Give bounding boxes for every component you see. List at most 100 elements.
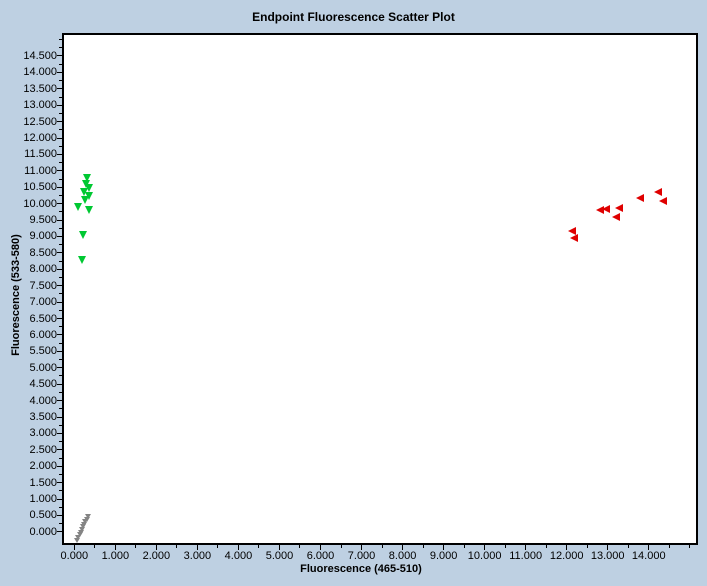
y-major-tick	[57, 104, 62, 106]
x-minor-tick	[217, 545, 219, 548]
x-tick-label: 9.000	[429, 550, 458, 562]
data-point-green-group[interactable]	[79, 230, 88, 239]
x-tick-label: 8.000	[388, 550, 417, 562]
data-point-gray-group[interactable]	[84, 513, 91, 519]
y-tick-label: 13.500	[23, 82, 57, 95]
x-major-tick	[73, 545, 75, 550]
x-major-tick	[155, 545, 157, 550]
data-point-red-group[interactable]	[567, 227, 576, 236]
y-major-tick	[57, 449, 62, 451]
y-major-tick	[57, 203, 62, 205]
y-tick-label: 2.000	[29, 460, 57, 473]
y-major-tick	[57, 383, 62, 385]
x-tick-label: 10.000	[467, 550, 502, 562]
data-point-red-group[interactable]	[612, 213, 621, 222]
y-minor-tick	[59, 112, 62, 114]
data-point-gray-group[interactable]	[81, 521, 88, 527]
data-point-green-group[interactable]	[84, 183, 93, 192]
y-major-tick	[57, 88, 62, 90]
y-minor-tick	[59, 178, 62, 180]
data-point-red-group[interactable]	[595, 206, 604, 215]
data-point-green-group[interactable]	[77, 256, 86, 265]
x-tick-label: 2.000	[142, 550, 171, 562]
x-tick-label: 3.000	[183, 550, 212, 562]
data-point-gray-group[interactable]	[74, 537, 81, 543]
y-minor-tick	[59, 162, 62, 164]
plot-area[interactable]	[62, 33, 698, 545]
y-minor-tick	[59, 441, 62, 443]
y-tick-label: 14.500	[23, 49, 57, 62]
y-major-tick	[57, 482, 62, 484]
y-minor-tick	[59, 309, 62, 311]
x-minor-tick	[258, 545, 260, 548]
y-major-tick	[57, 432, 62, 434]
y-major-tick	[57, 416, 62, 418]
y-major-tick	[57, 465, 62, 467]
y-tick-label: 10.000	[23, 197, 57, 210]
y-major-tick	[57, 252, 62, 254]
y-tick-label: 8.000	[29, 263, 57, 276]
data-point-gray-group[interactable]	[75, 534, 82, 540]
y-tick-label: 11.000	[24, 164, 57, 177]
chart-title: Endpoint Fluorescence Scatter Plot	[252, 10, 455, 24]
data-point-green-group[interactable]	[84, 205, 93, 214]
y-minor-tick	[59, 227, 62, 229]
y-tick-label: 6.000	[29, 328, 57, 341]
x-major-tick	[566, 545, 568, 550]
data-point-red-group[interactable]	[653, 188, 662, 197]
data-point-red-group[interactable]	[658, 197, 667, 206]
data-point-gray-group[interactable]	[79, 524, 86, 530]
x-tick-label: 0.000	[60, 550, 89, 562]
x-minor-tick	[627, 545, 629, 548]
y-major-tick	[57, 186, 62, 188]
y-minor-tick	[59, 47, 62, 49]
y-major-tick	[57, 514, 62, 516]
data-point-red-group[interactable]	[570, 234, 579, 243]
data-point-red-group[interactable]	[602, 204, 611, 213]
data-point-gray-group[interactable]	[77, 529, 84, 535]
y-tick-label: 12.000	[23, 132, 57, 145]
data-point-gray-group[interactable]	[83, 516, 90, 522]
y-tick-label: 5.500	[29, 345, 57, 358]
data-point-red-group[interactable]	[636, 194, 645, 203]
x-tick-label: 5.000	[265, 550, 294, 562]
x-tick-label: 1.000	[101, 550, 130, 562]
y-minor-tick	[59, 408, 62, 410]
x-tick-label: 6.000	[306, 550, 335, 562]
data-point-gray-group[interactable]	[76, 532, 83, 538]
data-point-red-group[interactable]	[614, 203, 623, 212]
y-major-tick	[57, 334, 62, 336]
y-minor-tick	[59, 523, 62, 525]
x-minor-tick	[299, 545, 301, 548]
y-major-tick	[57, 301, 62, 303]
data-point-gray-group[interactable]	[82, 519, 89, 525]
x-minor-tick	[422, 545, 424, 548]
y-minor-tick	[59, 39, 62, 41]
y-minor-tick	[59, 506, 62, 508]
data-point-green-group[interactable]	[83, 173, 92, 182]
x-major-tick	[320, 545, 321, 550]
x-minor-tick	[135, 545, 137, 548]
x-tick-label: 14.000	[631, 550, 666, 562]
x-minor-tick	[689, 545, 691, 548]
y-tick-label: 7.500	[29, 279, 57, 292]
x-tick-label: 12.000	[549, 550, 584, 562]
x-tick-label: 7.000	[347, 550, 376, 562]
x-minor-tick	[381, 545, 383, 548]
y-tick-label: 1.000	[29, 493, 57, 506]
x-major-tick	[648, 545, 650, 550]
y-minor-tick	[59, 260, 62, 262]
y-minor-tick	[59, 359, 62, 361]
data-point-green-group[interactable]	[81, 196, 90, 205]
data-point-gray-group[interactable]	[78, 527, 85, 533]
y-major-tick	[57, 268, 62, 270]
data-point-green-group[interactable]	[73, 202, 82, 211]
data-point-green-group[interactable]	[80, 187, 89, 196]
y-minor-tick	[59, 145, 62, 147]
x-major-tick	[361, 545, 363, 550]
y-minor-tick	[59, 457, 62, 459]
y-minor-tick	[59, 80, 62, 82]
y-tick-label: 1.500	[29, 476, 57, 489]
y-tick-label: 3.000	[29, 427, 57, 440]
y-minor-tick	[59, 293, 62, 295]
